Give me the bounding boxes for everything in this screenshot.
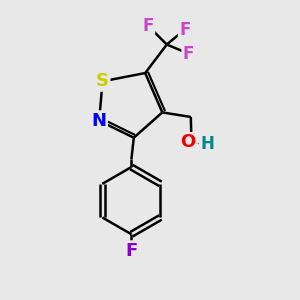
Text: S: S bbox=[96, 72, 109, 90]
Text: F: F bbox=[183, 44, 194, 62]
Text: F: F bbox=[142, 17, 154, 35]
Text: H: H bbox=[200, 135, 214, 153]
Text: F: F bbox=[179, 20, 190, 38]
Text: O: O bbox=[180, 134, 195, 152]
Text: N: N bbox=[92, 112, 106, 130]
Text: F: F bbox=[125, 242, 137, 260]
